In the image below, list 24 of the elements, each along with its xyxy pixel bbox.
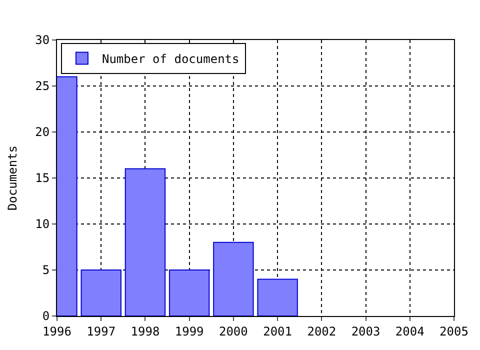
- x-tick-label: 2002: [307, 324, 336, 338]
- legend-label: Number of documents: [102, 52, 240, 66]
- x-tick-label: 1998: [130, 324, 160, 338]
- x-tick-label: 2000: [218, 324, 248, 338]
- bar: [168, 270, 210, 316]
- bar: [213, 242, 254, 316]
- y-tick-label: 0: [42, 309, 50, 324]
- y-tick-label: 10: [35, 217, 50, 232]
- y-tick-label: 20: [35, 125, 50, 140]
- x-tick-label: 2004: [395, 324, 424, 338]
- bar: [124, 168, 166, 316]
- x-tick-label: 1997: [86, 324, 116, 338]
- x-tick-label: 1999: [174, 324, 204, 338]
- y-tick-label: 25: [35, 79, 50, 94]
- x-tick-label: 2005: [440, 324, 468, 338]
- y-tick-label: 30: [35, 33, 50, 48]
- y-tick-label: 5: [42, 263, 50, 278]
- y-axis-title: Documents: [5, 145, 20, 211]
- y-tick-label: 15: [35, 171, 50, 186]
- bar: [80, 270, 122, 316]
- x-tick-label: 1996: [42, 324, 72, 338]
- x-tick-label: 2001: [263, 324, 292, 338]
- x-tick-label: 2003: [351, 324, 380, 338]
- bar: [257, 278, 298, 316]
